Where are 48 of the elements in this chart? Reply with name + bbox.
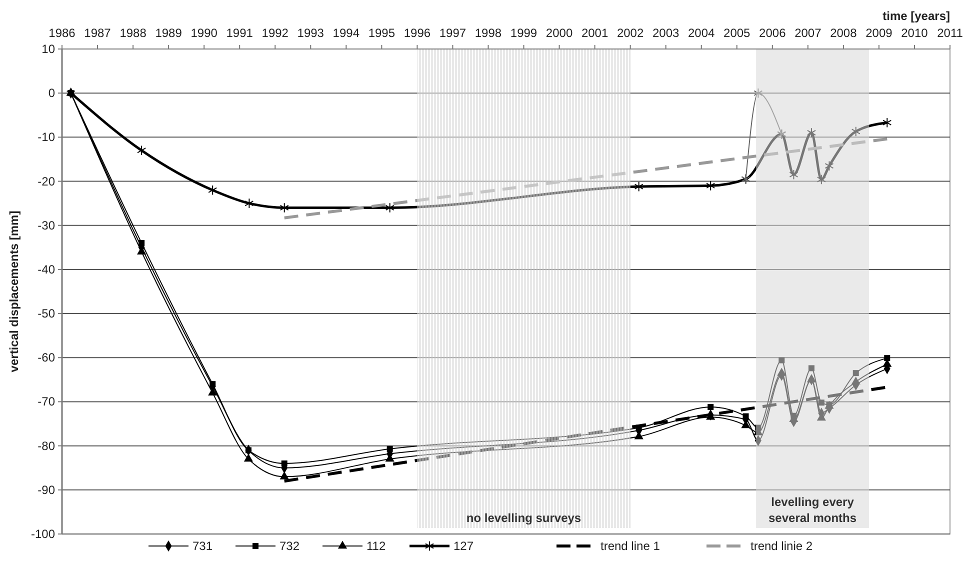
band-label: levelling every several months (768, 495, 857, 525)
y-tick-label: 10 (42, 42, 56, 56)
x-tick-label: 1989 (155, 26, 182, 40)
y-tick-label: -40 (38, 262, 56, 276)
y-tick-label: -100 (30, 527, 56, 541)
x-tick-label: 1987 (84, 26, 112, 40)
x-tick-label: 2006 (759, 26, 786, 40)
x-tick-label: 2008 (830, 26, 858, 40)
x-tick-label: 1996 (404, 26, 431, 40)
legend-label: 731 (192, 539, 213, 553)
x-tick-label: 1993 (297, 26, 324, 40)
x-tick-label: 1998 (474, 26, 502, 40)
x-tick-label: 2010 (901, 26, 928, 40)
x-tick-label: 1991 (226, 26, 254, 40)
x-tick-label: 2011 (937, 26, 964, 40)
legend-label: trend line 1 (600, 539, 660, 553)
x-tick-label: 2005 (724, 26, 751, 40)
y-tick-label: -80 (38, 438, 56, 453)
x-tick-label: 2001 (581, 26, 608, 40)
x-tick-label: 1992 (262, 26, 289, 40)
y-tick-label: -70 (38, 394, 56, 409)
x-tick-label: 2009 (866, 26, 893, 40)
x-tick-label: 1988 (120, 26, 147, 40)
x-tick-label: 2003 (652, 26, 680, 40)
legend-label: 127 (454, 539, 474, 553)
x-tick-label: 1995 (368, 26, 396, 40)
x-tick-label: 1997 (439, 26, 466, 40)
legend-label: trend linie 2 (750, 539, 813, 553)
x-axis-title: time [years] (882, 9, 950, 23)
legend-label: 112 (366, 539, 386, 553)
y-tick-label: -20 (38, 174, 56, 188)
x-tick-label: 1999 (510, 26, 538, 40)
x-tick-label: 1986 (48, 26, 76, 40)
y-tick-label: 0 (48, 86, 56, 100)
x-tick-label: 2007 (794, 26, 822, 40)
x-tick-label: 1990 (190, 26, 218, 40)
x-tick-label: 2000 (546, 26, 573, 40)
y-tick-label: -60 (38, 350, 56, 365)
band-label: no levelling surveys (466, 511, 582, 525)
y-axis-title: vertical displacements [mm] (7, 210, 21, 372)
legend-label: 732 (280, 539, 300, 553)
x-tick-label: 1994 (332, 26, 360, 40)
x-tick-label: 2002 (616, 26, 644, 40)
y-tick-label: -50 (38, 306, 56, 321)
y-tick-label: -90 (38, 482, 56, 497)
y-tick-label: -10 (38, 130, 56, 144)
x-tick-label: 2004 (688, 26, 716, 40)
y-tick-label: -30 (38, 218, 56, 232)
